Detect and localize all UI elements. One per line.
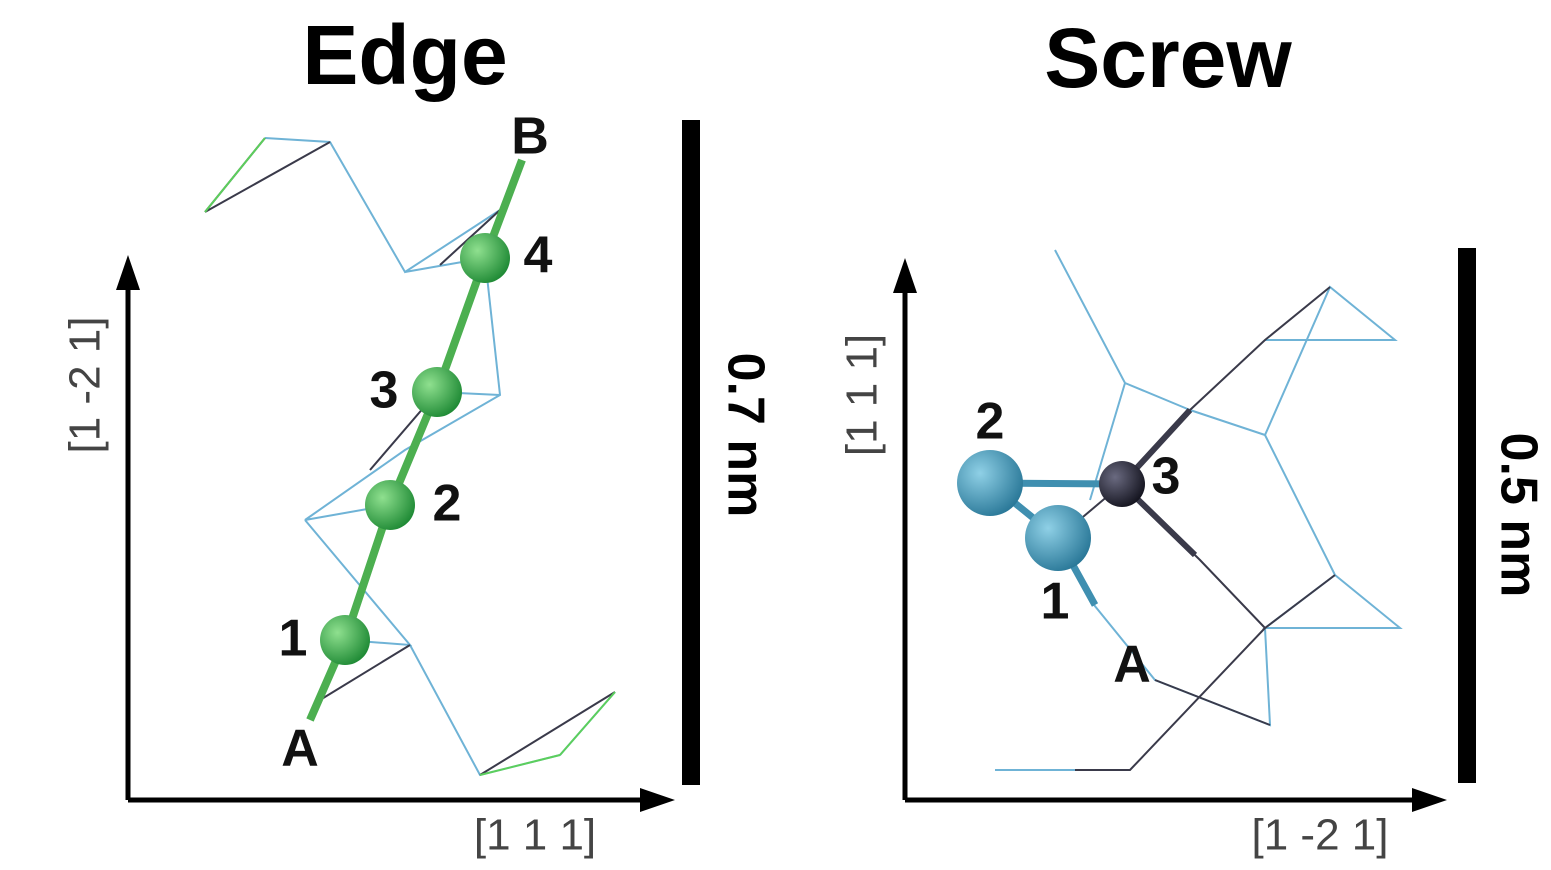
y-axis-label: [1 1 1] [838,334,887,456]
x-axis-label: [1 1 1] [474,811,596,860]
atom-label: 3 [370,362,399,420]
scale-label: 0.7 nm [716,353,774,518]
panel-title: Edge [302,8,507,102]
atom-label: 2 [433,475,462,533]
atom [460,233,510,283]
point-label: B [511,108,549,166]
point-label: A [1113,636,1151,694]
scale-label: 0.5 nm [1489,433,1547,598]
scale-bar [682,120,700,785]
atom-label: 4 [524,227,553,285]
wireframe [265,138,615,775]
atom [365,480,415,530]
atom [957,450,1023,516]
atom [1025,505,1091,571]
scale-bar [1458,248,1476,783]
atom-label: 1 [1041,573,1070,631]
y-axis-label: [1 -2 1] [61,317,110,454]
axis [905,275,1430,800]
screw-panel: Screw A 1 2 3 [1 1 1] [1 -2 1] 0.5 nm [838,11,1548,859]
atom-label: 1 [279,610,308,668]
figure: Edge A B 1 2 3 4 [1 -2 1] [1 1 1] 0.7 nm… [0,0,1551,870]
atom-label: 2 [976,393,1005,451]
point-label: A [281,720,319,778]
atom [1099,461,1145,507]
edge-panel: Edge A B 1 2 3 4 [1 -2 1] [1 1 1] 0.7 nm [61,8,775,859]
axis-arrow [116,255,675,812]
x-axis-label: [1 -2 1] [1252,811,1389,860]
atom [412,367,462,417]
atom [320,615,370,665]
wireframe [1058,287,1335,770]
atom-label: 3 [1152,448,1181,506]
panel-title: Screw [1044,11,1292,105]
axis [128,270,660,800]
